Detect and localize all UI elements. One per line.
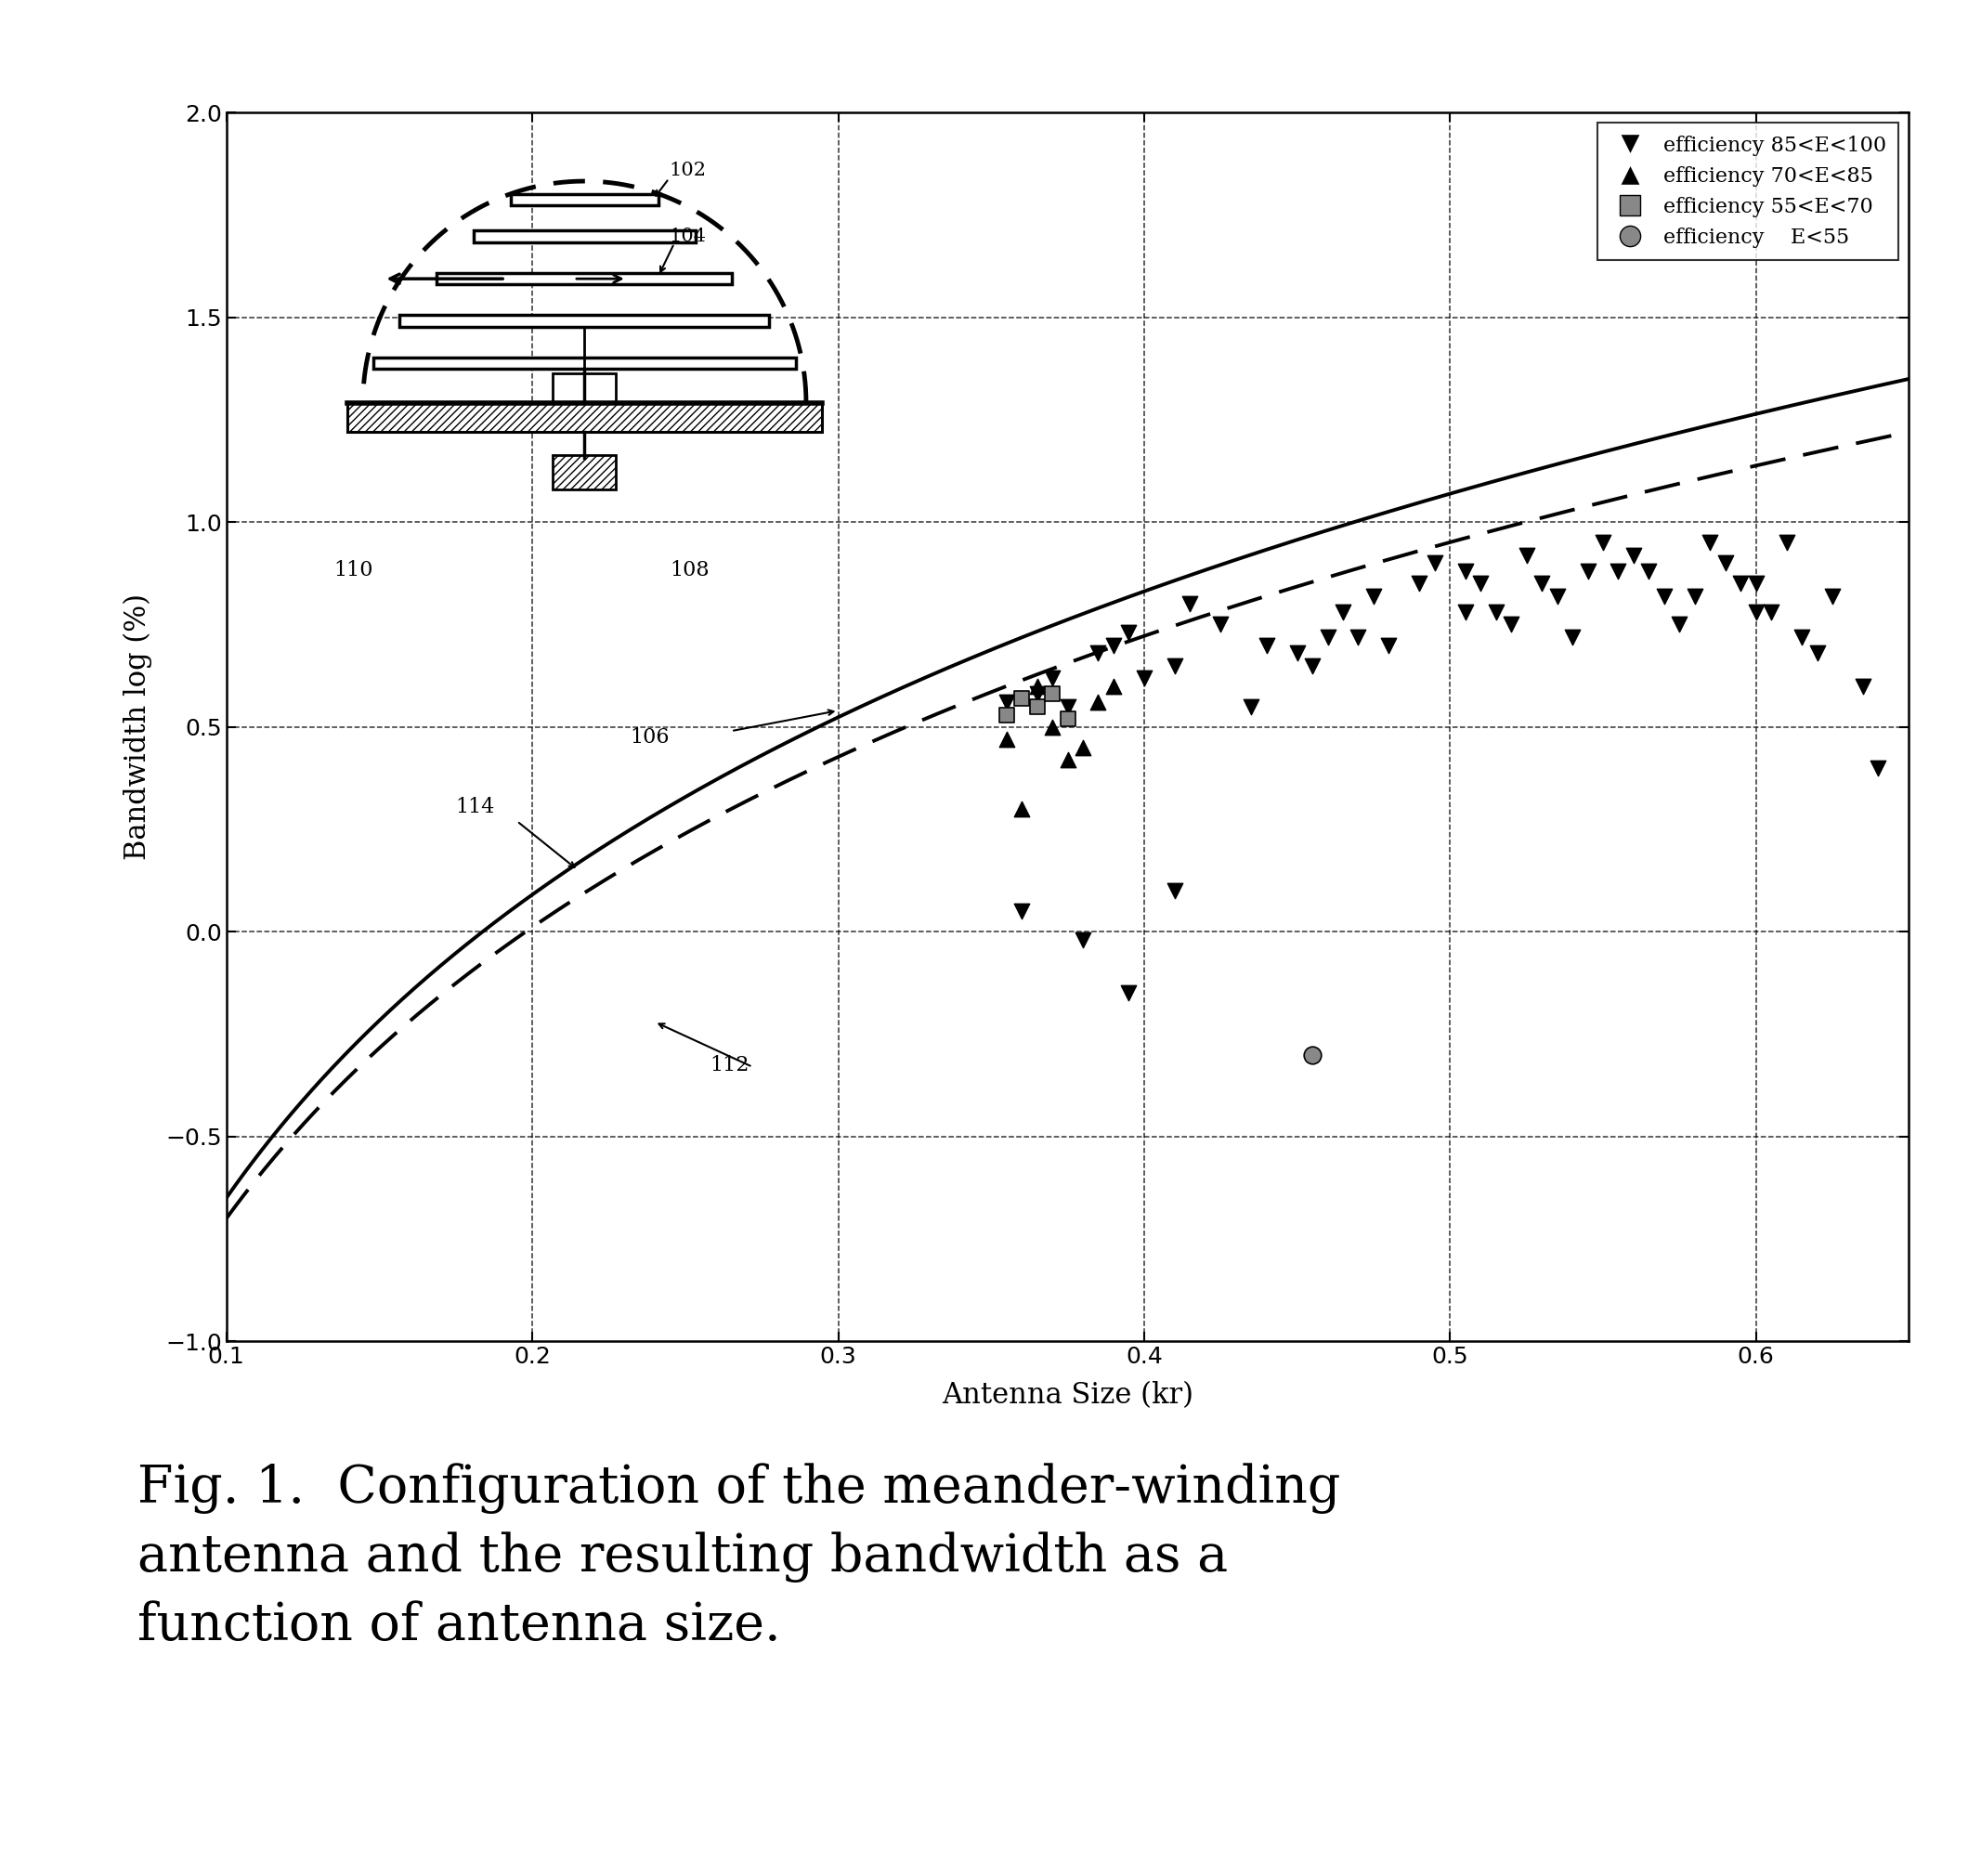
efficiency 85<E<100 [1326, 597, 1358, 627]
efficiency 85<E<100 [1848, 672, 1879, 702]
efficiency 85<E<100 [1297, 651, 1328, 681]
efficiency 55<E<70 [990, 700, 1021, 730]
efficiency 85<E<100 [1006, 897, 1037, 927]
efficiency 85<E<100 [1374, 630, 1405, 660]
efficiency 85<E<100 [1236, 692, 1267, 722]
Bar [374, 358, 795, 370]
efficiency 55<E<70 [1037, 679, 1069, 709]
efficiency 85<E<100 [1082, 638, 1114, 668]
Y-axis label: Bandwidth log (%): Bandwidth log (%) [124, 593, 152, 861]
efficiency 85<E<100 [1403, 568, 1435, 598]
efficiency 85<E<100 [1663, 610, 1694, 640]
efficiency 85<E<100 [1067, 925, 1098, 955]
efficiency 70<E<85 [1021, 672, 1053, 702]
efficiency 70<E<85 [1006, 794, 1037, 824]
Bar [553, 373, 616, 403]
Text: 104: 104 [669, 227, 707, 246]
efficiency 85<E<100 [1358, 582, 1389, 612]
Bar [474, 231, 695, 242]
efficiency 85<E<100 [1740, 597, 1771, 627]
efficiency 85<E<100 [1588, 527, 1620, 557]
efficiency 85<E<100 [1633, 557, 1665, 587]
Text: 110: 110 [333, 559, 372, 580]
efficiency 85<E<100 [1051, 692, 1082, 722]
efficiency 85<E<100 [1480, 597, 1511, 627]
efficiency 85<E<100 [1496, 610, 1527, 640]
efficiency 85<E<100 [1724, 568, 1755, 598]
efficiency 85<E<100 [1679, 582, 1710, 612]
efficiency 85<E<100 [1710, 548, 1742, 578]
efficiency 85<E<100 [1419, 548, 1450, 578]
efficiency 85<E<100 [1021, 679, 1053, 709]
efficiency 85<E<100 [1175, 589, 1206, 619]
efficiency 85<E<100 [1114, 977, 1145, 1007]
Bar [437, 274, 732, 285]
efficiency 85<E<100 [1740, 568, 1771, 598]
efficiency 85<E<100 [1252, 630, 1283, 660]
efficiency 70<E<85 [1098, 672, 1130, 702]
efficiency 85<E<100 [990, 687, 1021, 717]
efficiency 85<E<100 [1098, 630, 1130, 660]
efficiency 85<E<100 [1649, 582, 1681, 612]
efficiency 85<E<100 [1511, 540, 1543, 570]
Bar [553, 456, 616, 490]
efficiency 85<E<100 [1816, 582, 1848, 612]
Text: 112: 112 [710, 1054, 750, 1075]
efficiency 85<E<100 [1694, 527, 1726, 557]
efficiency 55<E<70 [1021, 692, 1053, 722]
efficiency 85<E<100 [1450, 557, 1482, 587]
Bar [510, 193, 659, 206]
efficiency 70<E<85 [1051, 745, 1082, 775]
Bar [346, 403, 823, 431]
efficiency 85<E<100 [1128, 662, 1159, 692]
efficiency 85<E<100 [1114, 617, 1145, 647]
Text: 108: 108 [669, 559, 710, 580]
efficiency    E<55 [1297, 1039, 1328, 1069]
efficiency 85<E<100 [1801, 638, 1832, 668]
efficiency 85<E<100 [1771, 527, 1803, 557]
efficiency 85<E<100 [1313, 621, 1344, 651]
efficiency 85<E<100 [1557, 621, 1588, 651]
Bar [400, 315, 769, 326]
efficiency 85<E<100 [1450, 597, 1482, 627]
efficiency 70<E<85 [1082, 687, 1114, 717]
efficiency 70<E<85 [990, 724, 1021, 754]
efficiency 85<E<100 [1525, 568, 1557, 598]
efficiency 85<E<100 [1618, 540, 1649, 570]
efficiency 55<E<70 [1006, 683, 1037, 713]
efficiency 70<E<85 [1067, 732, 1098, 762]
X-axis label: Antenna Size (kr): Antenna Size (kr) [943, 1381, 1193, 1411]
efficiency 70<E<85 [1037, 711, 1069, 741]
efficiency 85<E<100 [1159, 651, 1191, 681]
Text: Fig. 1.  Configuration of the meander-winding
antenna and the resulting bandwidt: Fig. 1. Configuration of the meander-win… [138, 1463, 1340, 1651]
efficiency 85<E<100 [1037, 662, 1069, 692]
efficiency 85<E<100 [1342, 621, 1374, 651]
Legend: efficiency 85<E<100, efficiency 70<E<85, efficiency 55<E<70, efficiency    E<55: efficiency 85<E<100, efficiency 70<E<85,… [1598, 124, 1899, 261]
efficiency 85<E<100 [1862, 752, 1893, 782]
Text: 106: 106 [630, 728, 669, 749]
Text: 114: 114 [457, 797, 496, 818]
efficiency 85<E<100 [1787, 621, 1818, 651]
efficiency 55<E<70 [1051, 704, 1082, 734]
efficiency 85<E<100 [1572, 557, 1604, 587]
efficiency 85<E<100 [1602, 557, 1633, 587]
efficiency 85<E<100 [1464, 568, 1496, 598]
efficiency 85<E<100 [1204, 610, 1236, 640]
efficiency 85<E<100 [1541, 582, 1572, 612]
Text: 102: 102 [669, 161, 707, 180]
efficiency 85<E<100 [1281, 638, 1313, 668]
efficiency 85<E<100 [1755, 597, 1787, 627]
efficiency 85<E<100 [1159, 876, 1191, 906]
